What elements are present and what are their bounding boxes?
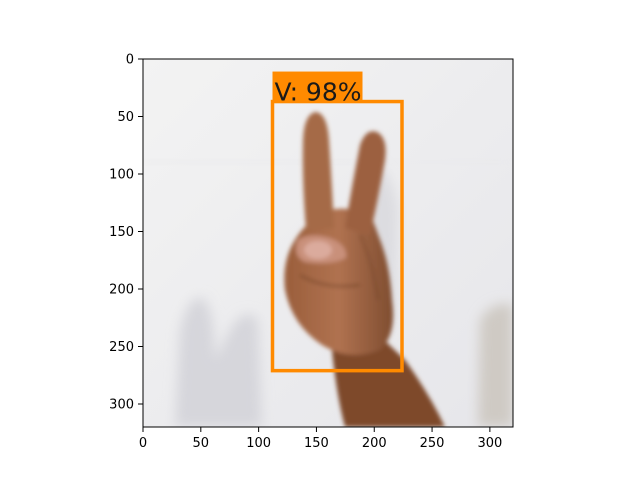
x-tick-label: 150 — [304, 436, 329, 451]
y-axis: 0 50 100 150 200 250 300 — [109, 53, 143, 413]
x-tick-label: 100 — [246, 436, 271, 451]
x-tick-label: 300 — [477, 436, 502, 451]
detection-box: V: 98% — [270, 71, 404, 373]
y-tick-label: 150 — [109, 225, 134, 240]
x-tick-label: 0 — [139, 436, 147, 451]
x-tick-label: 200 — [362, 436, 387, 451]
y-tick-label: 300 — [109, 398, 134, 413]
y-tick-label: 100 — [109, 168, 134, 183]
x-tick-label: 50 — [193, 436, 210, 451]
hand-photo — [143, 59, 513, 427]
x-tick-label: 250 — [420, 436, 445, 451]
y-tick-label: 200 — [109, 283, 134, 298]
y-tick-label: 0 — [126, 53, 134, 68]
detection-label: V: 98% — [275, 78, 362, 107]
y-tick-label: 50 — [117, 110, 134, 125]
label-background — [272, 71, 363, 102]
x-axis: 0 50 100 150 200 250 300 — [139, 427, 502, 451]
y-tick-label: 250 — [109, 340, 134, 355]
axes-frame — [142, 58, 514, 428]
